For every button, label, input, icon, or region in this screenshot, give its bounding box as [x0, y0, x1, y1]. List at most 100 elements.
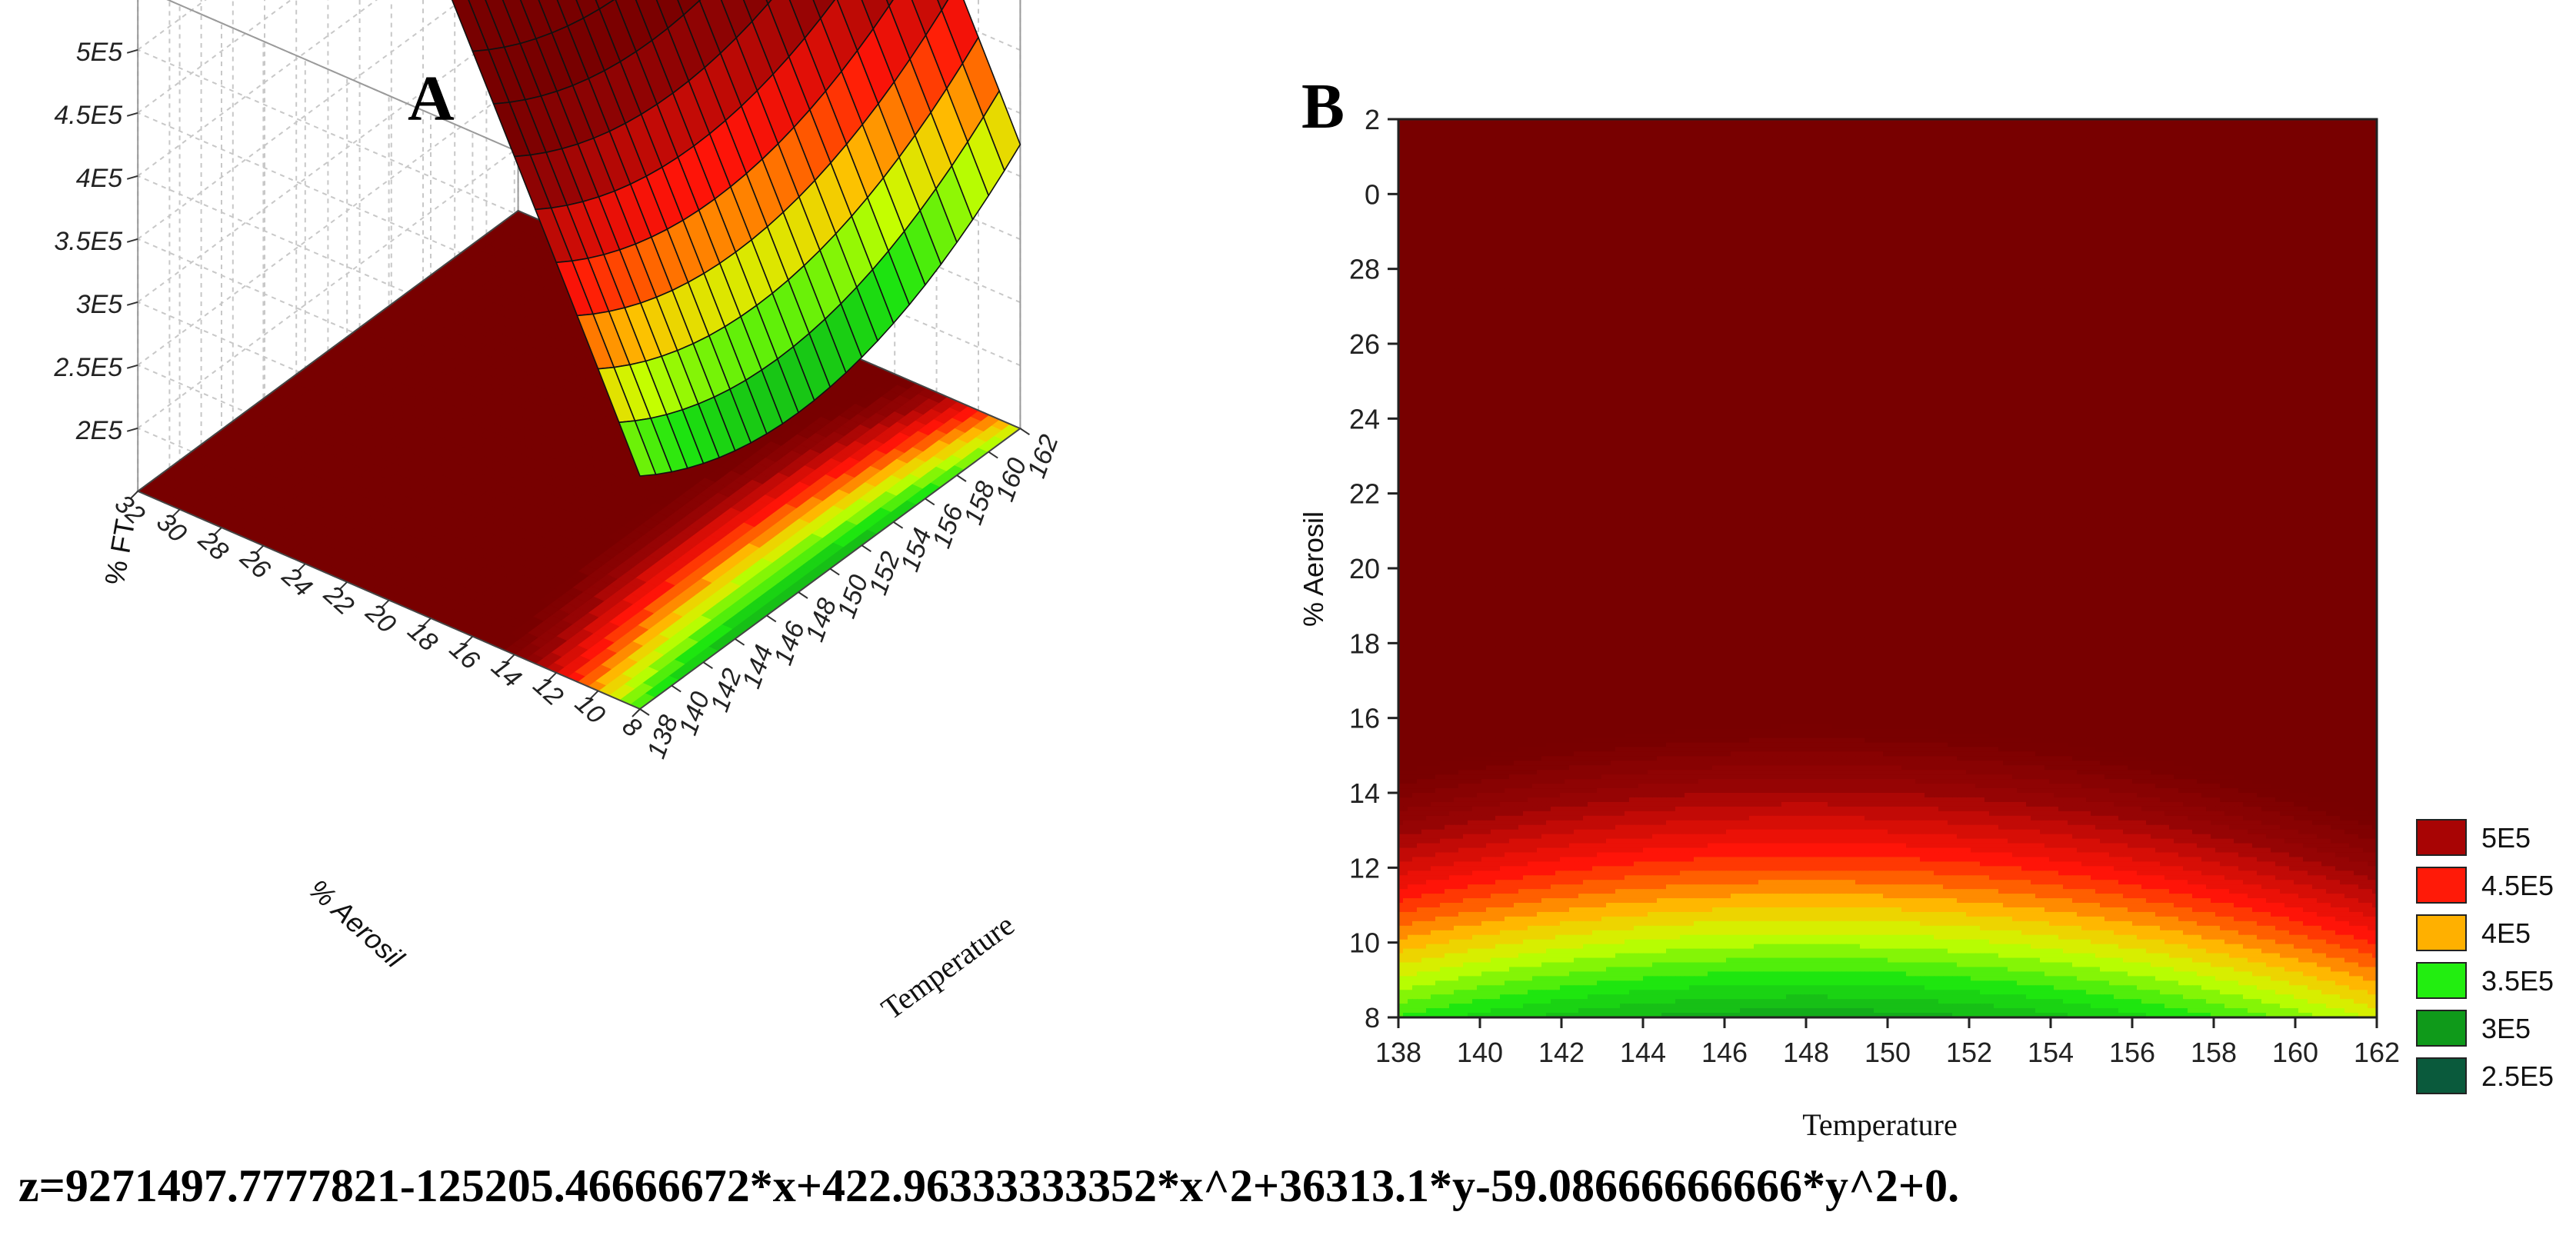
contour-cell: [2178, 128, 2184, 134]
contour-cell: [1929, 138, 1934, 143]
contour-cell: [2252, 128, 2258, 134]
contour-cell: [1726, 133, 1731, 138]
contour-cell: [1625, 138, 1630, 143]
contour-cell: [2141, 128, 2147, 134]
contour-cell: [2294, 124, 2299, 129]
contour-cell: [2243, 128, 2248, 134]
contour-cell: [2058, 133, 2064, 138]
contour-cell: [1518, 133, 1524, 138]
contour-cell: [1805, 128, 1810, 134]
contour-cell: [1818, 124, 1824, 129]
contour-cell: [1823, 133, 1828, 138]
contour-cell: [1588, 133, 1593, 138]
contour-cell: [2326, 124, 2331, 129]
contour-cell: [2201, 124, 2207, 129]
contour-cell: [1865, 138, 1870, 143]
contour-cell: [2312, 128, 2318, 134]
contour-cell: [1449, 138, 1455, 143]
contour-cell: [1454, 124, 1459, 129]
contour-cell: [2335, 133, 2341, 138]
contour-cell: [2363, 128, 2368, 134]
contour-cell: [2160, 128, 2165, 134]
contour-cell: [1938, 133, 1944, 138]
contour-cell: [1860, 124, 1865, 129]
contour-cell: [1768, 128, 1773, 134]
contour-cell: [2321, 124, 2327, 129]
contour-cell: [1768, 133, 1773, 138]
contour-cell: [2211, 138, 2216, 143]
contour-cell: [1883, 124, 1888, 129]
contour-cell: [1578, 128, 1584, 134]
contour-cell: [2192, 138, 2198, 143]
contour-cell: [1726, 124, 1731, 129]
contour-cell: [1758, 138, 1764, 143]
contour-cell: [1925, 124, 1930, 129]
contour-cell: [1532, 128, 1538, 134]
contour-cell: [2280, 133, 2285, 138]
contour-cell: [2081, 124, 2087, 129]
contour-cell: [2137, 133, 2142, 138]
contour-cell: [1865, 124, 1870, 129]
contour-cell: [1666, 128, 1671, 134]
contour-cell: [1777, 124, 1782, 129]
contour-cell: [1666, 138, 1671, 143]
contour-cell: [2049, 138, 2054, 143]
contour-cell: [2261, 124, 2267, 129]
contour-cell: [1708, 133, 1713, 138]
contour-cell: [1878, 124, 1884, 129]
contour-cell: [1481, 124, 1487, 129]
contour-cell: [2128, 124, 2133, 129]
contour-cell: [1565, 138, 1570, 143]
contour-cell: [2114, 133, 2119, 138]
contour-cell: [1408, 138, 1413, 143]
contour-cell: [2275, 128, 2281, 134]
contour-cell: [2243, 133, 2248, 138]
contour-cell: [1948, 124, 1953, 129]
contour-cell: [1689, 133, 1695, 138]
contour-cell: [2164, 128, 2170, 134]
contour-cell: [1768, 138, 1773, 143]
contour-cell: [1721, 124, 1727, 129]
contour-cell: [2284, 128, 2290, 134]
contour-cell: [2298, 128, 2304, 134]
contour-cell: [2252, 133, 2258, 138]
contour-cell: [2058, 128, 2064, 134]
contour-cell: [2354, 128, 2359, 134]
contour-cell: [1763, 133, 1768, 138]
temperature-tick-mark: [703, 662, 712, 668]
contour-cell: [2040, 128, 2045, 134]
contour-cell: [1458, 128, 1464, 134]
contour-cell: [1546, 128, 1551, 134]
contour-cell: [1569, 128, 1575, 134]
contour-cell: [2146, 124, 2151, 129]
contour-cell: [1777, 133, 1782, 138]
contour-cell: [1943, 133, 1948, 138]
contour-cell: [1472, 124, 1478, 129]
aerosil-tick-label: 10: [569, 688, 611, 730]
contour-cell: [1712, 128, 1718, 134]
contour-cell: [2303, 128, 2308, 134]
contour-cell: [1740, 124, 1745, 129]
contour-cell: [1892, 128, 1898, 134]
contour-cell: [1509, 138, 1515, 143]
contour-cell: [1749, 128, 1755, 134]
contour-cell: [2368, 128, 2373, 134]
contour-cell: [1578, 138, 1584, 143]
aerosil-tick-label: 12: [528, 671, 569, 712]
contour-cell: [1745, 133, 1750, 138]
contour-cell: [2049, 128, 2054, 134]
contour-cell: [2243, 124, 2248, 129]
contour-cell: [1781, 124, 1787, 129]
contour-cell: [2188, 124, 2193, 129]
contour-cell: [1961, 133, 1967, 138]
contour-cell: [2008, 133, 2013, 138]
contour-cell: [1551, 133, 1556, 138]
contour-cell: [2128, 133, 2133, 138]
temperature-axis-title-3d: Temperature: [875, 907, 1020, 1027]
contour-cell: [2031, 128, 2036, 134]
contour-cell: [1791, 133, 1796, 138]
contour-cell: [1417, 124, 1422, 129]
contour-cell: [1657, 124, 1662, 129]
contour-cell: [1698, 133, 1704, 138]
contour-cell: [1578, 124, 1584, 129]
